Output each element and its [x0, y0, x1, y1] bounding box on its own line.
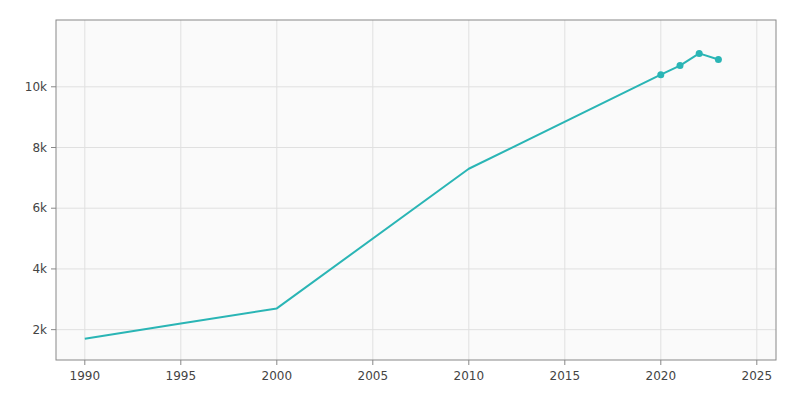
x-tick [276, 360, 277, 365]
y-grid-line [56, 147, 776, 148]
x-grid-line [84, 20, 85, 360]
x-tick [372, 360, 373, 365]
marker [715, 56, 722, 63]
y-tick [51, 147, 56, 148]
y-tick [51, 268, 56, 269]
y-tick [51, 208, 56, 209]
x-tick-label: 2015 [550, 369, 581, 383]
data-layer [85, 50, 722, 339]
x-tick [468, 360, 469, 365]
y-tick [51, 329, 56, 330]
x-tick-label: 1990 [70, 369, 101, 383]
y-tick-label: 4k [32, 262, 47, 276]
y-tick-label: 8k [32, 141, 47, 155]
x-tick-label: 2025 [742, 369, 773, 383]
x-tick-label: 1995 [166, 369, 197, 383]
y-grid-line [56, 268, 776, 269]
plot-frame [56, 20, 776, 360]
marker [696, 50, 703, 57]
y-tick [51, 86, 56, 87]
marker [657, 71, 664, 78]
y-tick-label: 2k [32, 323, 47, 337]
y-tick-label: 10k [25, 80, 47, 94]
axes: 1990 1995 2000 2005 2010 2015 2020 2025 2k 4k 6k 8k… [25, 80, 772, 383]
plot-background [56, 20, 776, 360]
x-tick-label: 2000 [262, 369, 293, 383]
y-grid-line [56, 329, 776, 330]
x-tick-label: 2005 [358, 369, 389, 383]
x-grid-line [564, 20, 565, 360]
x-tick [564, 360, 565, 365]
x-grid-line [372, 20, 373, 360]
chart-svg: 1990 1995 2000 2005 2010 2015 2020 2025 2k 4k 6k 8k… [0, 0, 800, 400]
x-grid-line [756, 20, 757, 360]
y-grid-line [56, 86, 776, 87]
x-grid-line [468, 20, 469, 360]
x-tick-label: 2010 [454, 369, 485, 383]
x-tick-label: 2020 [646, 369, 677, 383]
x-grid-line [660, 20, 661, 360]
x-grid-line [180, 20, 181, 360]
x-tick [84, 360, 85, 365]
y-tick-label: 6k [32, 201, 47, 215]
x-tick [756, 360, 757, 365]
x-tick [660, 360, 661, 365]
grid [56, 20, 776, 360]
line [85, 53, 719, 338]
chart-container: 1990 1995 2000 2005 2010 2015 2020 2025 2k 4k 6k 8k… [0, 0, 800, 400]
x-tick [180, 360, 181, 365]
marker [677, 62, 684, 69]
